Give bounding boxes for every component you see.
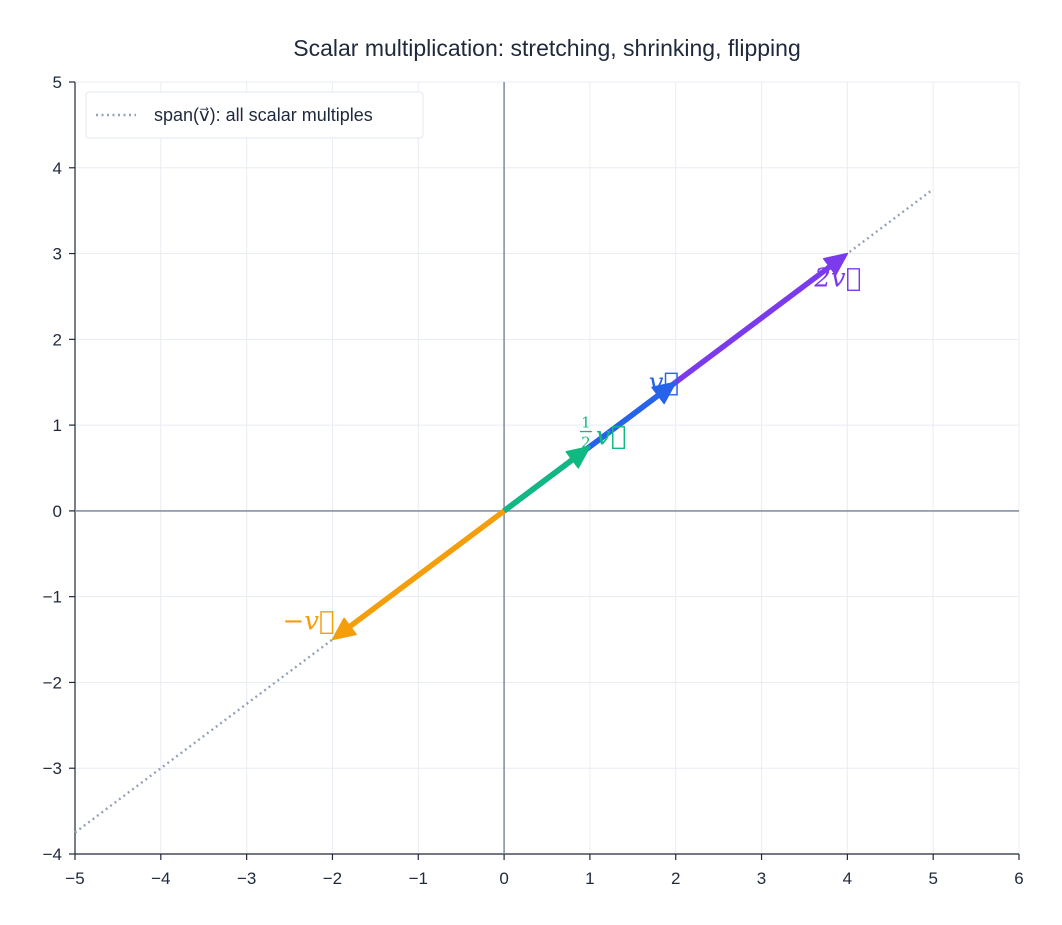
y-tick-label: 3 (53, 245, 62, 264)
fraction-numerator: 1 (581, 414, 591, 432)
x-tick-label: 0 (499, 869, 508, 888)
y-tick-label: 2 (53, 330, 62, 349)
legend-span-label: span(v⃗): all scalar multiples (154, 105, 373, 125)
y-tick-label: −4 (43, 845, 62, 864)
vector-neg-v-head (331, 617, 357, 641)
y-tick-label: 5 (53, 73, 62, 92)
legend: span(v⃗): all scalar multiples (85, 91, 424, 139)
vector-symbol: 2v⃗ (813, 264, 861, 294)
vector-neg-v-shaft (346, 508, 506, 630)
chart-title: Scalar multiplication: stretching, shrin… (293, 35, 801, 61)
vector-label-neg-v: −v⃗ (282, 607, 334, 637)
x-tick-label: −5 (65, 869, 84, 888)
vector-half-v (502, 445, 591, 514)
y-tick-label: 1 (53, 416, 62, 435)
x-tick-label: 5 (928, 869, 937, 888)
fraction-denominator: 2 (581, 434, 591, 452)
axes (74, 82, 1019, 855)
legend-box (85, 91, 424, 139)
vector-2v-head (823, 252, 849, 276)
x-tick-label: 2 (671, 869, 680, 888)
vector-labels: 2v⃗v⃗12 v⃗−v⃗ (282, 264, 861, 637)
y-tick-label: 4 (53, 159, 62, 178)
vector-half-v-shaft (502, 456, 576, 514)
vector-symbol: v⃗ (596, 422, 626, 452)
vector-neg-v (331, 508, 506, 641)
y-tick-label: 0 (53, 502, 62, 521)
vector-symbol: v⃗ (649, 368, 679, 398)
x-tick-label: 6 (1014, 869, 1023, 888)
vector-label-half-v: 1 2 v⃗ (579, 414, 626, 452)
x-tick-label: 4 (843, 869, 852, 888)
vectors (331, 252, 849, 641)
y-tick-label: −1 (43, 588, 62, 607)
y-tick-label: −3 (43, 759, 62, 778)
vector-v-head (651, 381, 677, 405)
vector-label-v: v⃗ (649, 368, 679, 398)
x-tick-label: −1 (409, 869, 428, 888)
grid (74, 81, 1020, 855)
vector-half-v-head (565, 445, 591, 469)
y-tick-label: −2 (43, 673, 62, 692)
vector-label-2v: 2v⃗ (813, 264, 861, 294)
x-tick-label: −3 (237, 869, 256, 888)
x-tick-label: −2 (323, 869, 342, 888)
vector-symbol: −v⃗ (282, 607, 334, 637)
x-tick-label: 3 (757, 869, 766, 888)
x-tick-label: 1 (585, 869, 594, 888)
x-tick-label: −4 (151, 869, 170, 888)
